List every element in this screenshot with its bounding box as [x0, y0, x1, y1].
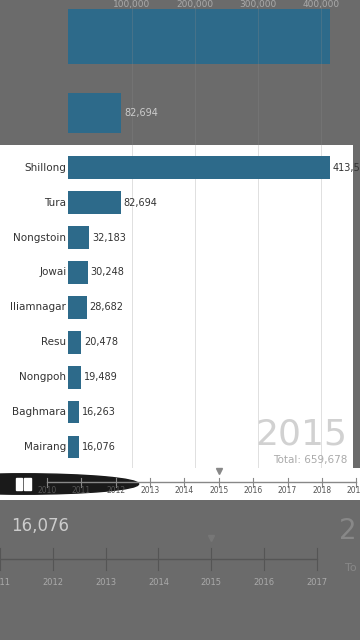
- Text: 2019: 2019: [347, 486, 360, 495]
- Text: 2018: 2018: [312, 486, 332, 495]
- Text: Shillong: Shillong: [24, 163, 66, 173]
- Text: 30,248: 30,248: [91, 268, 125, 278]
- Text: 20,478: 20,478: [85, 337, 118, 348]
- Text: 32,183: 32,183: [92, 232, 126, 243]
- Text: 16,076: 16,076: [11, 517, 69, 535]
- Text: 2016: 2016: [253, 579, 275, 588]
- Text: Tura: Tura: [44, 198, 66, 207]
- Bar: [68, 191, 121, 214]
- Text: 28,682: 28,682: [90, 302, 124, 312]
- Bar: [68, 93, 121, 133]
- Text: To: To: [345, 563, 356, 573]
- Bar: [68, 226, 89, 249]
- Text: Nongstoin: Nongstoin: [13, 232, 66, 243]
- Text: 19,489: 19,489: [84, 372, 118, 382]
- Text: 200,000: 200,000: [176, 0, 213, 9]
- Bar: [68, 9, 330, 64]
- Text: 2012: 2012: [42, 579, 63, 588]
- Bar: [68, 401, 79, 424]
- Text: 100,000: 100,000: [113, 0, 150, 9]
- Text: 2017: 2017: [306, 579, 327, 588]
- Text: 2015: 2015: [255, 418, 347, 452]
- Text: 2: 2: [339, 517, 356, 545]
- Text: Iliamnagar: Iliamnagar: [10, 302, 66, 312]
- Bar: [68, 296, 86, 319]
- Text: 2013: 2013: [140, 486, 159, 495]
- Text: 2015: 2015: [209, 486, 229, 495]
- Text: 2012: 2012: [106, 486, 125, 495]
- Text: Baghmara: Baghmara: [12, 407, 66, 417]
- Text: 2010: 2010: [37, 486, 57, 495]
- Text: 2015: 2015: [201, 579, 222, 588]
- Text: 2014: 2014: [175, 486, 194, 495]
- Bar: [68, 366, 81, 388]
- Text: 2016: 2016: [244, 486, 263, 495]
- Text: Total: 659,678: Total: 659,678: [273, 455, 347, 465]
- Text: 300,000: 300,000: [239, 0, 276, 9]
- Text: 400,000: 400,000: [303, 0, 340, 9]
- Text: Nongpoh: Nongpoh: [19, 372, 66, 382]
- Text: Mairang: Mairang: [24, 442, 66, 452]
- Text: 413,566: 413,566: [333, 163, 360, 173]
- Text: 82,694: 82,694: [124, 198, 158, 207]
- Text: 2011: 2011: [0, 579, 10, 588]
- Bar: [68, 261, 87, 284]
- Text: 2017: 2017: [278, 486, 297, 495]
- Bar: [68, 436, 78, 458]
- Bar: [16, 478, 22, 490]
- Text: Resu: Resu: [41, 337, 66, 348]
- Circle shape: [0, 474, 139, 494]
- Text: 16,263: 16,263: [82, 407, 116, 417]
- Text: 82,694: 82,694: [125, 108, 158, 118]
- Bar: [68, 331, 81, 354]
- Text: 16,076: 16,076: [82, 442, 116, 452]
- Text: 2013: 2013: [95, 579, 116, 588]
- Bar: [68, 156, 330, 179]
- Text: 2011: 2011: [72, 486, 91, 495]
- Text: Jowai: Jowai: [39, 268, 66, 278]
- Text: 2014: 2014: [148, 579, 169, 588]
- Bar: [24, 478, 31, 490]
